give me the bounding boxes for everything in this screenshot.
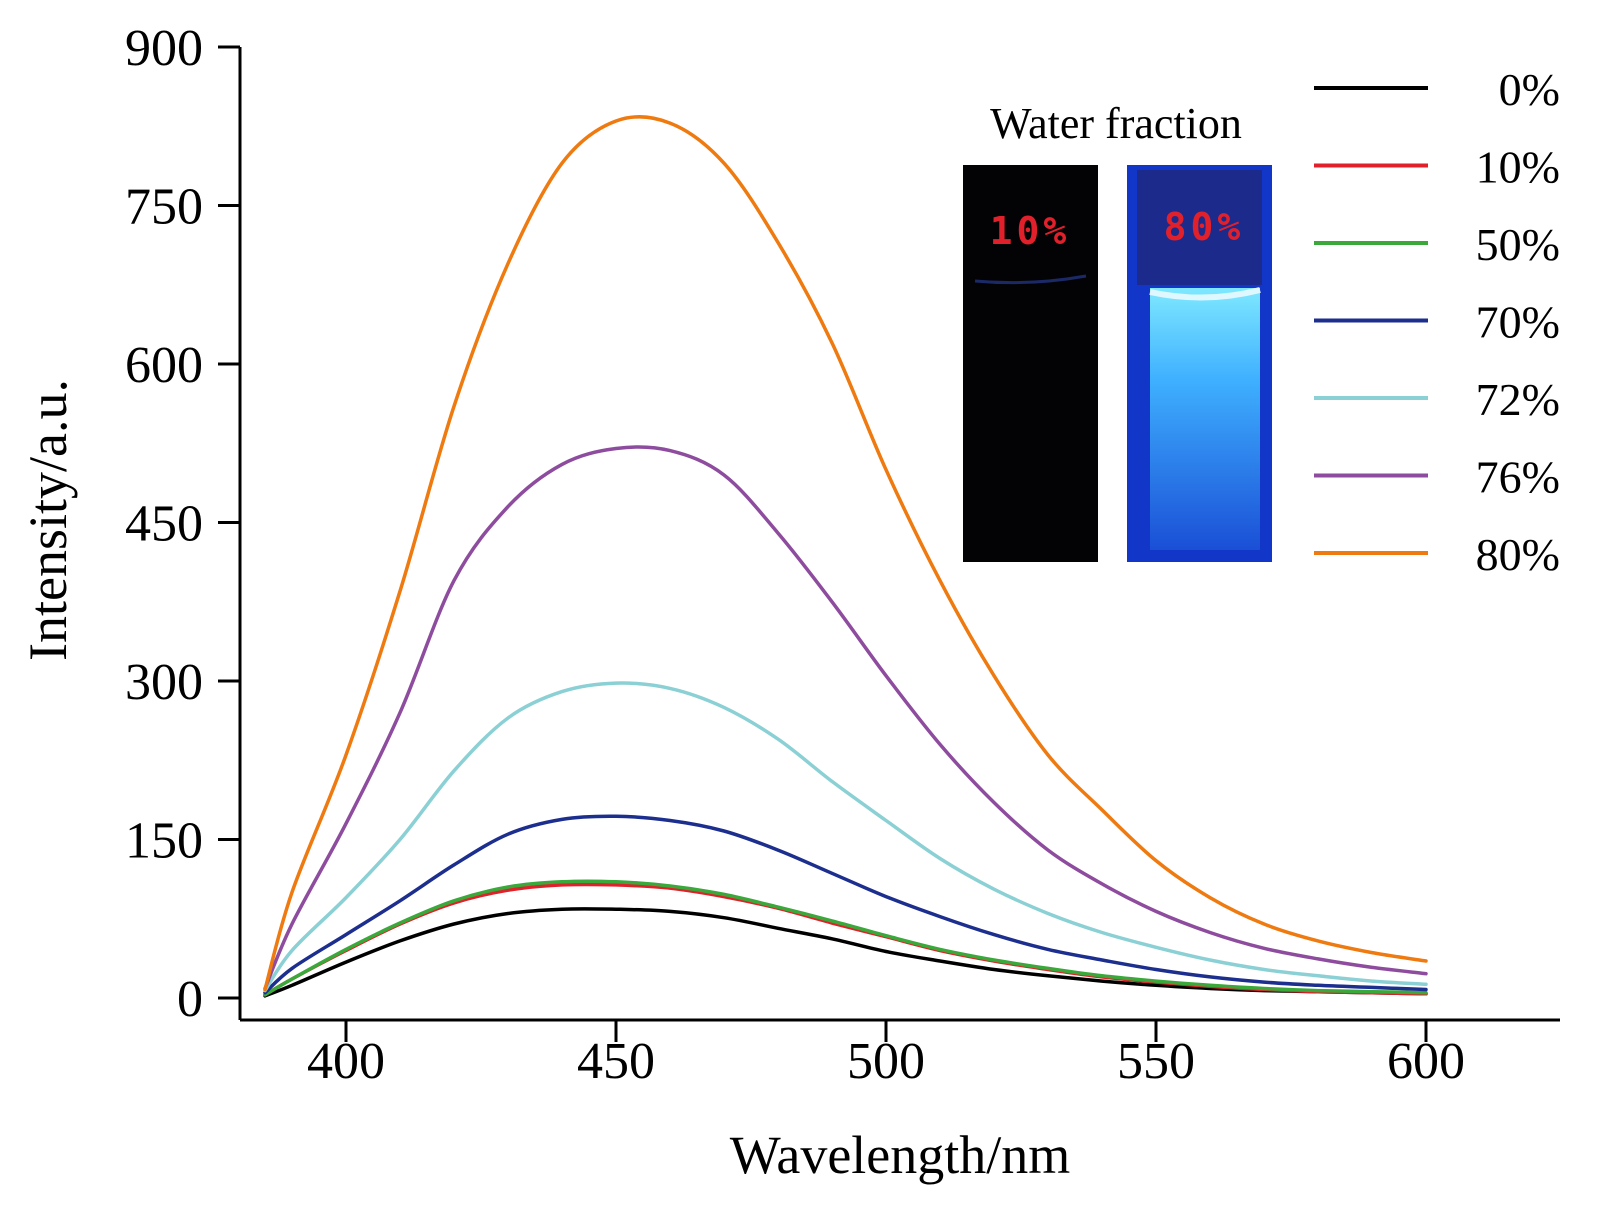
legend-label: 0% [1499,64,1560,115]
series-line-70pct [263,814,1428,995]
y-axis-title: Intensity/a.u. [18,379,78,661]
axes [238,47,1560,1022]
y-tick-label: 450 [125,496,203,553]
series-line-10pct [263,882,1428,997]
legend: 0% 10% 50% 70% 72% 76% 80% [1314,64,1560,580]
legend-label: 80% [1476,529,1560,580]
series-line-50pct [263,879,1428,997]
series-line-76pct [263,445,1428,991]
series-line-72pct [263,681,1428,993]
y-tick-label: 750 [125,179,203,236]
y-tick-label: 0 [177,971,203,1028]
x-tick-label: 600 [1387,1033,1465,1090]
vial-bright-label: 80% [1164,205,1245,249]
legend-label: 72% [1476,374,1560,425]
legend-label: 76% [1476,452,1560,503]
y-ticks: 0 150 300 450 600 750 900 [125,20,240,1028]
series-lines [263,115,1428,998]
y-tick-label: 900 [125,20,203,77]
x-ticks: 400 450 500 550 600 [307,1020,1465,1090]
x-tick-label: 500 [847,1033,925,1090]
y-tick-label: 600 [125,337,203,394]
series-line-0pct [263,907,1428,998]
vial-bright-liquid [1150,288,1260,550]
vial-dark-body [963,165,1098,562]
series-line-80pct [263,115,1428,992]
inset-photo: Water fraction 10% 80% [963,99,1272,562]
y-tick-label: 300 [125,654,203,711]
vial-dark-label: 10% [990,209,1071,253]
legend-label: 10% [1476,142,1560,193]
vial-bright: 80% [1127,165,1272,562]
vial-bright-meniscus [1149,287,1261,301]
y-tick-label: 150 [125,813,203,870]
vial-dark: 10% [963,165,1098,562]
x-tick-label: 400 [307,1033,385,1090]
legend-label: 50% [1476,219,1560,270]
x-tick-label: 550 [1117,1033,1195,1090]
x-tick-label: 450 [577,1033,655,1090]
x-axis-title: Wavelength/nm [730,1125,1071,1185]
vial-dark-meniscus [974,274,1087,285]
legend-label: 70% [1476,297,1560,348]
inset-title: Water fraction [990,99,1242,148]
vial-bright-headspace [1137,170,1262,285]
